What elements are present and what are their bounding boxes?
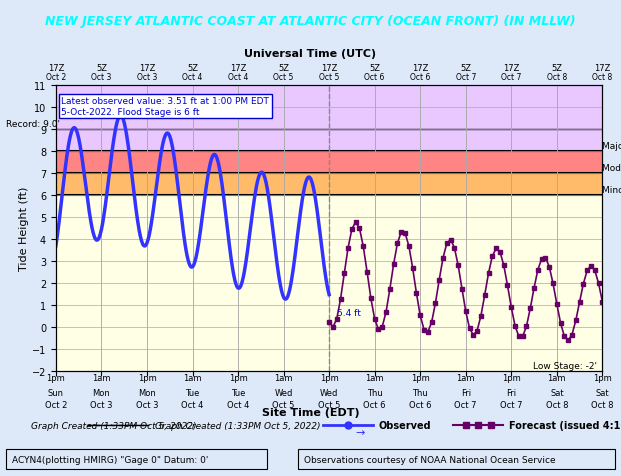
Text: Observations courtesy of NOAA National Ocean Service: Observations courtesy of NOAA National O… (304, 455, 556, 464)
Text: 17Z: 17Z (412, 64, 428, 73)
Text: Mon: Mon (138, 388, 156, 397)
Text: 17Z: 17Z (594, 64, 610, 73)
Text: Oct 6: Oct 6 (363, 400, 386, 409)
Bar (56, 196, 602, 371)
Text: Low Stage: -2': Low Stage: -2' (533, 361, 597, 370)
Bar (298, 449, 615, 469)
Text: 7.21 ft: 7.21 ft (98, 106, 128, 115)
Text: Tue: Tue (231, 388, 245, 397)
Text: Sat: Sat (550, 388, 564, 397)
Text: Forecast (issued 4:10AM Oct 5): Forecast (issued 4:10AM Oct 5) (509, 421, 621, 430)
Text: 17Z: 17Z (321, 64, 337, 73)
Text: Oct 6: Oct 6 (365, 72, 385, 81)
Text: Oct 4: Oct 4 (183, 72, 202, 81)
Text: Site Time (EDT): Site Time (EDT) (261, 407, 360, 417)
Text: Oct 3: Oct 3 (90, 400, 112, 409)
Text: NEW JERSEY ATLANTIC COAST AT ATLANTIC CITY (OCEAN FRONT) (IN MLLW): NEW JERSEY ATLANTIC COAST AT ATLANTIC CI… (45, 15, 576, 28)
Text: Thu: Thu (412, 388, 428, 397)
Text: Wed: Wed (320, 388, 338, 397)
Text: Fri: Fri (506, 388, 516, 397)
Text: Oct 3: Oct 3 (136, 400, 158, 409)
Text: Major: 8.0': Major: 8.0' (602, 141, 621, 150)
Text: Oct 5: Oct 5 (273, 72, 294, 81)
Text: 1pm: 1pm (138, 374, 156, 383)
Text: Oct 3: Oct 3 (91, 72, 112, 81)
Text: 1pm: 1pm (593, 374, 612, 383)
Text: Oct 7: Oct 7 (500, 400, 522, 409)
Bar (56, 86, 602, 129)
Text: →: → (355, 427, 365, 436)
Text: Tue: Tue (185, 388, 200, 397)
Text: Oct 5: Oct 5 (273, 400, 295, 409)
Text: Oct 3: Oct 3 (137, 72, 157, 81)
Text: Graph Created (1:33PM Oct 5, 2022): Graph Created (1:33PM Oct 5, 2022) (31, 422, 197, 430)
Text: 1am: 1am (456, 374, 475, 383)
Text: 17Z: 17Z (48, 64, 64, 73)
Text: Oct 4: Oct 4 (228, 72, 248, 81)
Text: ACYN4(plotting HMIRG) "Gage 0" Datum: 0': ACYN4(plotting HMIRG) "Gage 0" Datum: 0' (12, 455, 209, 464)
Text: Oct 8: Oct 8 (591, 400, 614, 409)
Text: 1am: 1am (548, 374, 566, 383)
Text: Moderate: 7.0': Moderate: 7.0' (602, 163, 621, 172)
Text: Graph Created (1:33PM Oct 5, 2022): Graph Created (1:33PM Oct 5, 2022) (155, 421, 321, 430)
Text: Minor: 6.0': Minor: 6.0' (602, 186, 621, 194)
Text: 5Z: 5Z (187, 64, 198, 73)
Text: 17Z: 17Z (503, 64, 520, 73)
Text: 1pm: 1pm (229, 374, 247, 383)
Text: 17Z: 17Z (138, 64, 155, 73)
Text: Record: 9.0': Record: 9.0' (6, 119, 60, 129)
Text: Oct 2: Oct 2 (46, 72, 66, 81)
Text: 5Z: 5Z (460, 64, 471, 73)
Text: 5Z: 5Z (369, 64, 380, 73)
Text: 5Z: 5Z (278, 64, 289, 73)
Text: 1am: 1am (92, 374, 111, 383)
Text: Wed: Wed (274, 388, 292, 397)
Text: Oct 4: Oct 4 (181, 400, 204, 409)
Text: Thu: Thu (367, 388, 383, 397)
Text: Oct 7: Oct 7 (455, 400, 477, 409)
Text: 1am: 1am (183, 374, 202, 383)
Text: Oct 8: Oct 8 (592, 72, 612, 81)
Text: Oct 6: Oct 6 (409, 400, 432, 409)
Text: Latest observed value: 3.51 ft at 1:00 PM EDT
5-Oct-2022. Flood Stage is 6 ft: Latest observed value: 3.51 ft at 1:00 P… (61, 97, 270, 117)
Text: 1pm: 1pm (411, 374, 430, 383)
Text: Sat: Sat (596, 388, 609, 397)
Y-axis label: Tide Height (ft): Tide Height (ft) (19, 187, 29, 270)
Text: 5Z: 5Z (551, 64, 563, 73)
Text: 1am: 1am (274, 374, 293, 383)
Text: 17Z: 17Z (230, 64, 247, 73)
Text: Oct 7: Oct 7 (501, 72, 522, 81)
Text: 1pm: 1pm (502, 374, 520, 383)
Text: Oct 5: Oct 5 (319, 72, 339, 81)
Bar (56, 151, 602, 174)
Bar (6, 449, 267, 469)
Text: Mon: Mon (93, 388, 111, 397)
Text: Oct 7: Oct 7 (456, 72, 476, 81)
Text: 1pm: 1pm (320, 374, 338, 383)
Bar (56, 174, 602, 196)
Text: 5Z: 5Z (96, 64, 107, 73)
Bar (56, 129, 602, 151)
Text: 1pm: 1pm (47, 374, 65, 383)
Text: 1am: 1am (365, 374, 384, 383)
Text: 5.4 ft: 5.4 ft (337, 308, 361, 317)
Text: Fri: Fri (461, 388, 471, 397)
Text: Universal Time (UTC): Universal Time (UTC) (245, 49, 376, 59)
Text: Sun: Sun (48, 388, 64, 397)
Text: Oct 8: Oct 8 (546, 400, 568, 409)
Text: Oct 4: Oct 4 (227, 400, 249, 409)
Text: Oct 6: Oct 6 (410, 72, 430, 81)
Text: Oct 8: Oct 8 (546, 72, 567, 81)
Text: Oct 2: Oct 2 (45, 400, 67, 409)
Text: Oct 5: Oct 5 (318, 400, 340, 409)
Text: Observed: Observed (379, 421, 432, 430)
